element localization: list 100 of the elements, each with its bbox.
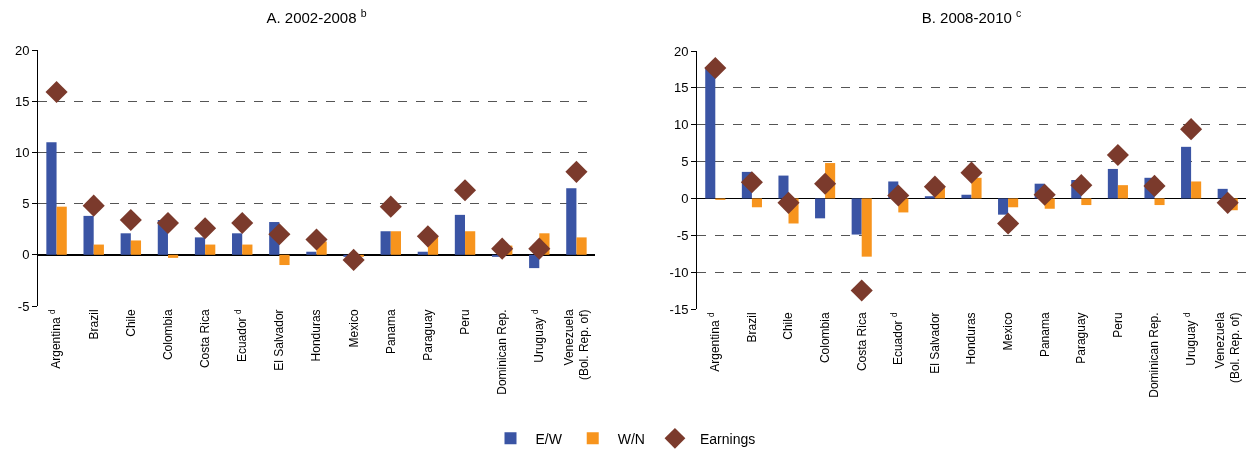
point bbox=[82, 194, 105, 217]
bar bbox=[120, 233, 131, 255]
x-tick-label: Panama bbox=[383, 309, 398, 355]
point bbox=[268, 223, 291, 246]
point bbox=[342, 248, 365, 271]
x-tick-label: Paraguay bbox=[1074, 312, 1089, 364]
point bbox=[453, 179, 477, 202]
point bbox=[923, 175, 946, 198]
point bbox=[45, 80, 68, 104]
bar bbox=[815, 198, 826, 219]
x-tick-label: Dominican Rep. bbox=[495, 309, 510, 395]
bar bbox=[1107, 168, 1118, 199]
x-tick-label: Panama bbox=[1037, 312, 1052, 358]
y-tick-label: 20 bbox=[673, 43, 689, 59]
point bbox=[565, 160, 588, 183]
y-tick-label: -10 bbox=[669, 264, 689, 280]
y-tick-label: 5 bbox=[22, 196, 30, 212]
x-tick-label: Venezuela (Bol. Rep. of) bbox=[561, 309, 592, 381]
y-tick-label: 10 bbox=[673, 117, 689, 133]
y-tick-label: 0 bbox=[22, 247, 30, 263]
point bbox=[194, 217, 217, 240]
x-tick-label: El Salvador bbox=[272, 309, 287, 371]
y-tick-label: 15 bbox=[14, 93, 30, 109]
bar bbox=[46, 142, 57, 255]
bar bbox=[306, 251, 317, 255]
point bbox=[1143, 174, 1166, 197]
bar bbox=[851, 198, 862, 235]
x-tick-label: Honduras bbox=[964, 312, 979, 365]
x-tick-label: Colombia bbox=[818, 312, 832, 364]
y-tick-label: 0 bbox=[681, 190, 689, 206]
x-tick-label: Honduras bbox=[309, 309, 324, 362]
bar bbox=[576, 237, 587, 255]
bar bbox=[279, 254, 290, 266]
x-tick-label: Chile bbox=[781, 312, 796, 340]
bar bbox=[167, 254, 179, 258]
bar bbox=[454, 214, 466, 255]
point bbox=[528, 237, 551, 260]
bar bbox=[93, 244, 104, 255]
x-tick-label: Brazil bbox=[86, 309, 101, 340]
bar bbox=[56, 206, 67, 255]
point bbox=[1216, 191, 1239, 214]
x-tick-label: Paraguay bbox=[420, 309, 435, 361]
point bbox=[1106, 143, 1129, 166]
bar bbox=[83, 215, 94, 255]
bar bbox=[242, 244, 253, 255]
y-tick-label: 5 bbox=[681, 154, 689, 170]
point bbox=[416, 225, 439, 248]
x-tick-label: Venezuela (Bol. Rep. of) bbox=[1212, 312, 1243, 384]
bar bbox=[380, 231, 391, 255]
point bbox=[119, 208, 142, 232]
point bbox=[740, 171, 763, 194]
bar bbox=[232, 233, 243, 255]
y-tick-label: -15 bbox=[669, 301, 689, 317]
legend-label: E/W bbox=[535, 430, 563, 447]
bar bbox=[1117, 185, 1128, 199]
x-tick-label: Peru bbox=[457, 309, 472, 335]
point bbox=[305, 228, 328, 251]
point bbox=[887, 184, 910, 207]
point bbox=[1070, 174, 1093, 197]
bar bbox=[130, 240, 142, 255]
bar bbox=[778, 175, 789, 199]
point bbox=[1180, 118, 1203, 141]
x-tick-label: Chile bbox=[123, 309, 138, 337]
x-tick-label: Costa Rica bbox=[198, 309, 212, 369]
bar bbox=[566, 188, 577, 255]
x-tick-label: El Salvador bbox=[927, 312, 942, 374]
y-tick-label: -5 bbox=[17, 298, 30, 314]
bar bbox=[1008, 198, 1019, 208]
point bbox=[379, 195, 402, 218]
legend-label: W/N bbox=[617, 430, 645, 447]
point bbox=[704, 56, 727, 79]
bar bbox=[998, 198, 1009, 215]
y-tick-label: 20 bbox=[14, 42, 30, 58]
x-tick-label: Mexico bbox=[1001, 312, 1015, 351]
x-tick-label: Brazil bbox=[744, 312, 759, 343]
x-tick-label: Colombia bbox=[160, 309, 175, 361]
x-tick-label: Peru bbox=[1110, 312, 1125, 338]
bar bbox=[205, 244, 216, 255]
point bbox=[850, 279, 873, 302]
y-tick-label: 10 bbox=[14, 144, 30, 160]
bar bbox=[705, 67, 716, 199]
bar bbox=[861, 198, 872, 257]
bar bbox=[390, 231, 401, 255]
bar bbox=[751, 198, 762, 208]
legend-label: Earnings bbox=[699, 430, 756, 447]
point bbox=[997, 212, 1020, 235]
point bbox=[491, 237, 514, 260]
point bbox=[814, 172, 837, 195]
bar bbox=[417, 251, 428, 255]
x-tick-label: Costa Rica bbox=[854, 312, 869, 372]
point bbox=[231, 212, 254, 235]
point bbox=[777, 191, 800, 214]
y-tick-label: -5 bbox=[676, 227, 689, 243]
x-tick-label: Dominican Rep. bbox=[1147, 312, 1162, 398]
y-tick-label: 15 bbox=[673, 80, 689, 96]
chart-title: A. 2002-2008 $^{b}$ bbox=[266, 6, 367, 27]
point bbox=[156, 212, 180, 235]
bar bbox=[1154, 198, 1165, 206]
point bbox=[960, 161, 983, 184]
chart-title: B. 2008-2010 $^{c}$ bbox=[921, 6, 1022, 27]
